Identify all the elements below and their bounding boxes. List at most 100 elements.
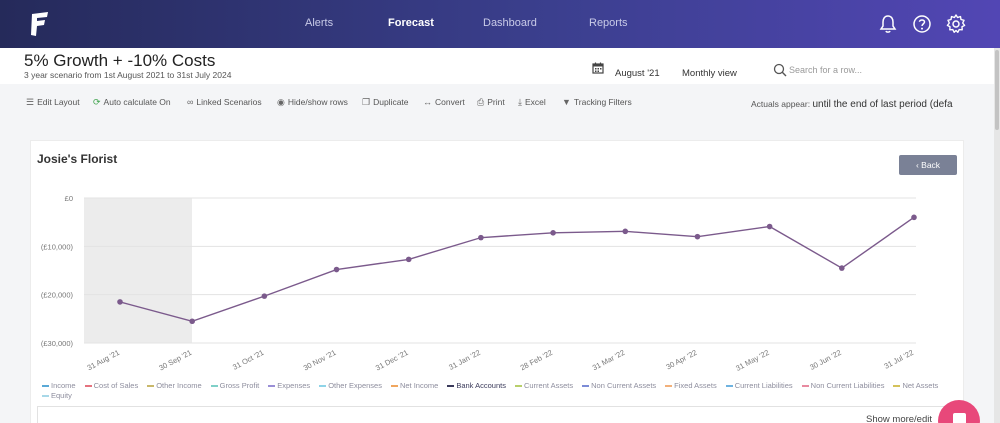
excel-label: Excel bbox=[524, 97, 546, 107]
tracking-filters-button[interactable]: ▼ Tracking Filters bbox=[562, 97, 632, 107]
linked-scenarios-label: Linked Scenarios bbox=[196, 97, 262, 107]
bell-icon[interactable] bbox=[877, 13, 899, 35]
legend-swatch bbox=[319, 385, 327, 388]
nav-reports[interactable]: Reports bbox=[589, 17, 628, 29]
show-more-edit-link[interactable]: Show more/edit bbox=[866, 414, 933, 423]
hide-show-rows-label: Hide/show rows bbox=[287, 97, 348, 107]
chart-legend: Income Cost of Sales Other Income Gross Pro… bbox=[42, 381, 962, 401]
legend-label: Current Assets bbox=[523, 381, 574, 390]
chat-icon bbox=[953, 413, 966, 423]
download-icon: ⤓ bbox=[518, 96, 522, 107]
edit-layout-label: Edit Layout bbox=[37, 97, 80, 107]
duplicate-button[interactable]: ❐ Duplicate bbox=[362, 97, 409, 107]
legend-label: Expenses bbox=[277, 381, 311, 390]
linked-scenarios-button[interactable]: ∞ Linked Scenarios bbox=[187, 97, 262, 107]
legend-swatch bbox=[84, 385, 92, 388]
excel-button[interactable]: ⤓ Excel bbox=[518, 97, 546, 107]
auto-calculate-toggle[interactable]: ⟳ Auto calculate On bbox=[93, 97, 171, 107]
legend-swatch bbox=[665, 385, 673, 388]
legend-item[interactable]: Expenses bbox=[268, 381, 310, 391]
legend-label: Cost of Sales bbox=[93, 381, 139, 390]
search-icon bbox=[773, 63, 787, 77]
chat-launcher-button[interactable] bbox=[938, 400, 980, 423]
legend-swatch bbox=[42, 395, 49, 398]
actuals-setting[interactable]: Actuals appear: until the end of last pe… bbox=[751, 99, 994, 110]
convert-button[interactable]: ↔ Convert bbox=[423, 97, 465, 107]
show-more-panel bbox=[37, 406, 957, 423]
nav-alerts[interactable]: Alerts bbox=[305, 17, 334, 29]
legend-item[interactable]: Fixed Assets bbox=[665, 381, 717, 391]
legend-item[interactable]: Current Assets bbox=[514, 381, 574, 391]
legend-item[interactable]: Non Current Liabilities bbox=[801, 381, 885, 391]
legend-label: Equity bbox=[51, 391, 72, 400]
convert-label: Convert bbox=[435, 97, 465, 107]
legend-label: Net Assets bbox=[902, 381, 939, 390]
legend-item[interactable]: Income bbox=[42, 381, 76, 391]
calendar-icon[interactable] bbox=[592, 62, 604, 74]
scenario-title: 5% Growth + -10% Costs bbox=[24, 51, 216, 70]
duplicate-label: Duplicate bbox=[373, 97, 409, 107]
legend-item[interactable]: Gross Profit bbox=[210, 381, 260, 391]
legend-swatch bbox=[725, 385, 733, 388]
legend-label: Income bbox=[51, 381, 76, 390]
legend-item[interactable]: Cost of Sales bbox=[84, 381, 139, 391]
top-nav: Alerts Forecast Dashboard Reports bbox=[0, 0, 1000, 48]
brand-logo[interactable] bbox=[28, 11, 52, 37]
nav-forecast[interactable]: Forecast bbox=[388, 17, 434, 29]
back-button[interactable]: ‹ Back bbox=[899, 155, 957, 175]
legend-swatch bbox=[893, 385, 901, 388]
legend-label: Non Current Liabilities bbox=[810, 381, 885, 390]
legend-item[interactable]: Equity bbox=[42, 391, 72, 401]
actuals-value: until the end of last period (defa bbox=[812, 99, 953, 110]
print-icon: ⎙ bbox=[477, 96, 485, 107]
legend-label: Current Liabilities bbox=[734, 381, 793, 390]
legend-item[interactable]: Bank Accounts bbox=[447, 381, 506, 391]
scenario-header: 5% Growth + -10% Costs 3 year scenario f… bbox=[0, 48, 994, 84]
legend-swatch bbox=[801, 385, 809, 388]
legend-swatch bbox=[447, 385, 455, 388]
legend-swatch bbox=[390, 385, 398, 388]
link-icon: ∞ bbox=[187, 96, 194, 107]
actuals-label: Actuals appear: bbox=[751, 99, 811, 109]
legend-item[interactable]: Non Current Assets bbox=[582, 381, 656, 391]
eye-icon: ◉ bbox=[277, 96, 285, 107]
tracking-filters-label: Tracking Filters bbox=[573, 97, 632, 107]
view-selector[interactable]: Monthly view bbox=[682, 68, 737, 79]
legend-item[interactable]: Other Expenses bbox=[319, 381, 382, 391]
card-title: Josie's Florist bbox=[37, 152, 118, 166]
scenario-subtitle: 3 year scenario from 1st August 2021 to … bbox=[24, 70, 232, 80]
copy-icon: ❐ bbox=[362, 96, 371, 107]
legend-label: Bank Accounts bbox=[456, 381, 506, 390]
settings-icon[interactable] bbox=[945, 13, 967, 35]
legend-label: Gross Profit bbox=[219, 381, 260, 390]
legend-swatch bbox=[42, 385, 49, 388]
legend-label: Other Income bbox=[156, 381, 202, 390]
list-icon: ☰ bbox=[26, 96, 35, 107]
vertical-scrollbar[interactable] bbox=[994, 48, 1000, 423]
edit-layout-button[interactable]: ☰ Edit Layout bbox=[26, 97, 80, 107]
legend-item[interactable]: Other Income bbox=[147, 381, 202, 391]
scrollbar-thumb[interactable] bbox=[995, 50, 999, 130]
legend-label: Net Income bbox=[399, 381, 439, 390]
legend-item[interactable]: Current Liabilities bbox=[725, 381, 793, 391]
print-label: Print bbox=[487, 97, 505, 107]
row-search-input[interactable] bbox=[789, 63, 969, 77]
filter-icon: ▼ bbox=[562, 96, 571, 107]
legend-swatch bbox=[582, 385, 590, 388]
nav-dashboard[interactable]: Dashboard bbox=[483, 17, 537, 29]
hide-show-rows-button[interactable]: ◉ Hide/show rows bbox=[277, 97, 348, 107]
help-icon[interactable] bbox=[911, 13, 933, 35]
refresh-icon: ⟳ bbox=[93, 96, 101, 107]
legend-item[interactable]: Net Income bbox=[390, 381, 439, 391]
legend-swatch bbox=[210, 385, 218, 388]
period-selector[interactable]: August '21 bbox=[615, 68, 660, 79]
arrows-horizontal-icon: ↔ bbox=[423, 96, 432, 107]
auto-calculate-label: Auto calculate On bbox=[103, 97, 171, 107]
legend-swatch bbox=[268, 385, 276, 388]
print-button[interactable]: ⎙ Print bbox=[477, 97, 505, 107]
legend-item[interactable]: Net Assets bbox=[893, 381, 938, 391]
legend-swatch bbox=[514, 385, 522, 388]
legend-label: Other Expenses bbox=[328, 381, 382, 390]
toolbar: ☰ Edit Layout ⟳ Auto calculate On ∞ Linked … bbox=[0, 84, 994, 122]
legend-label: Fixed Assets bbox=[674, 381, 717, 390]
